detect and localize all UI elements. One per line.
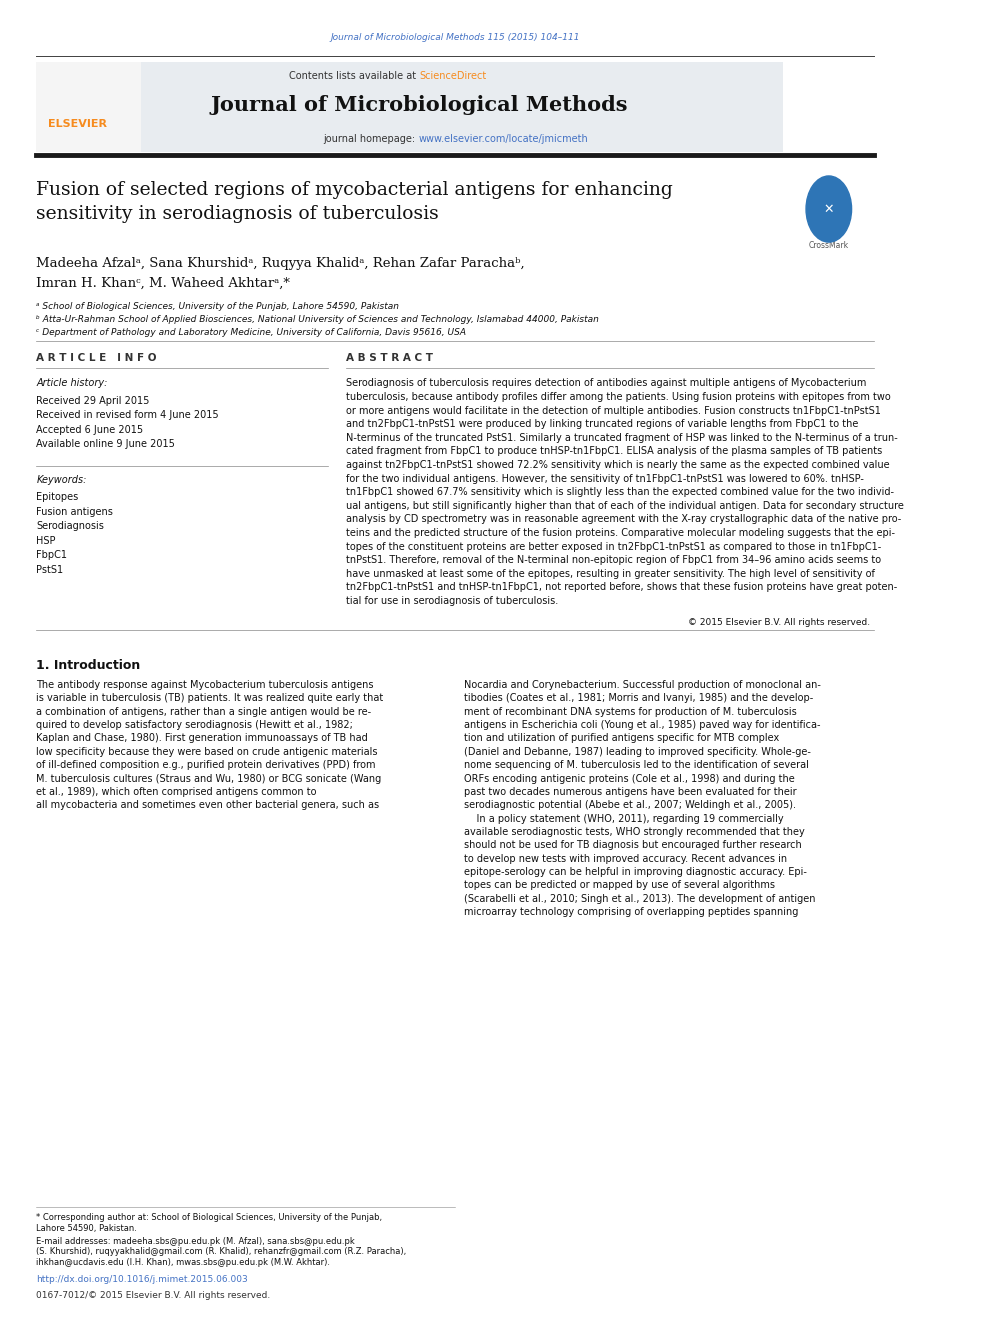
Text: Keywords:: Keywords: <box>37 475 87 486</box>
Text: Serodiagnosis of tuberculosis requires detection of antibodies against multiple : Serodiagnosis of tuberculosis requires d… <box>346 378 904 606</box>
Text: Contents lists available at: Contents lists available at <box>289 71 419 82</box>
Text: Madeeha Afzalᵃ, Sana Khurshidᵃ, Ruqyya Khalidᵃ, Rehan Zafar Parachaᵇ,: Madeeha Afzalᵃ, Sana Khurshidᵃ, Ruqyya K… <box>37 257 525 270</box>
Text: ELSEVIER: ELSEVIER <box>49 119 107 130</box>
Text: © 2015 Elsevier B.V. All rights reserved.: © 2015 Elsevier B.V. All rights reserved… <box>687 618 870 627</box>
Text: http://dx.doi.org/10.1016/j.mimet.2015.06.003: http://dx.doi.org/10.1016/j.mimet.2015.0… <box>37 1275 248 1285</box>
Text: ScienceDirect: ScienceDirect <box>419 71 486 82</box>
Text: ᵇ Atta-Ur-Rahman School of Applied Biosciences, National University of Sciences : ᵇ Atta-Ur-Rahman School of Applied Biosc… <box>37 315 599 324</box>
Text: Nocardia and Corynebacterium. Successful production of monoclonal an-
tibodies (: Nocardia and Corynebacterium. Successful… <box>464 680 821 917</box>
Text: Received 29 April 2015: Received 29 April 2015 <box>37 396 150 406</box>
Text: E-mail addresses: madeeha.sbs@pu.edu.pk (M. Afzal), sana.sbs@pu.edu.pk
(S. Khurs: E-mail addresses: madeeha.sbs@pu.edu.pk … <box>37 1237 407 1267</box>
Text: Accepted 6 June 2015: Accepted 6 June 2015 <box>37 425 144 435</box>
Text: The antibody response against Mycobacterium tuberculosis antigens
is variable in: The antibody response against Mycobacter… <box>37 680 384 810</box>
Text: Imran H. Khanᶜ, M. Waheed Akhtarᵃ,*: Imran H. Khanᶜ, M. Waheed Akhtarᵃ,* <box>37 277 291 290</box>
Text: Journal of Microbiological Methods: Journal of Microbiological Methods <box>210 95 628 115</box>
Text: * Corresponding author at: School of Biological Sciences, University of the Punj: * Corresponding author at: School of Bio… <box>37 1213 383 1233</box>
Text: Available online 9 June 2015: Available online 9 June 2015 <box>37 439 176 450</box>
Text: Article history:: Article history: <box>37 378 108 389</box>
Text: Journal of Microbiological Methods 115 (2015) 104–111: Journal of Microbiological Methods 115 (… <box>330 33 580 42</box>
Text: HSP: HSP <box>37 536 56 546</box>
Text: ✕: ✕ <box>823 202 834 216</box>
FancyBboxPatch shape <box>37 62 141 152</box>
Text: PstS1: PstS1 <box>37 565 63 576</box>
FancyBboxPatch shape <box>37 62 784 152</box>
Text: FbpC1: FbpC1 <box>37 550 67 561</box>
Text: Epitopes: Epitopes <box>37 492 78 503</box>
Text: journal homepage:: journal homepage: <box>323 134 419 144</box>
Text: Serodiagnosis: Serodiagnosis <box>37 521 104 532</box>
Text: 0167-7012/© 2015 Elsevier B.V. All rights reserved.: 0167-7012/© 2015 Elsevier B.V. All right… <box>37 1291 271 1301</box>
Text: CrossMark: CrossMark <box>808 241 849 250</box>
Text: ᵃ School of Biological Sciences, University of the Punjab, Lahore 54590, Pakista: ᵃ School of Biological Sciences, Univers… <box>37 302 400 311</box>
Text: ᶜ Department of Pathology and Laboratory Medicine, University of California, Dav: ᶜ Department of Pathology and Laboratory… <box>37 328 466 337</box>
Text: Fusion of selected regions of mycobacterial antigens for enhancing
sensitivity i: Fusion of selected regions of mycobacter… <box>37 181 674 222</box>
Text: 1. Introduction: 1. Introduction <box>37 659 141 672</box>
Text: A B S T R A C T: A B S T R A C T <box>346 353 434 364</box>
Text: A R T I C L E   I N F O: A R T I C L E I N F O <box>37 353 157 364</box>
Text: www.elsevier.com/locate/jmicmeth: www.elsevier.com/locate/jmicmeth <box>419 134 588 144</box>
Text: Fusion antigens: Fusion antigens <box>37 507 113 517</box>
Circle shape <box>806 176 851 242</box>
Text: Received in revised form 4 June 2015: Received in revised form 4 June 2015 <box>37 410 219 421</box>
